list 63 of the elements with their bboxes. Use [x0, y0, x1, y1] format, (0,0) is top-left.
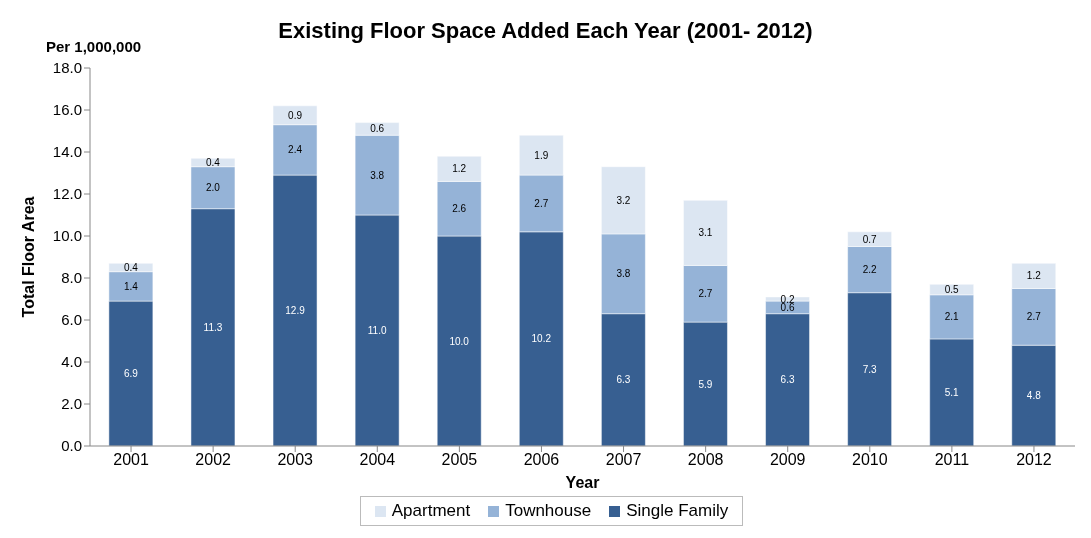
data-label: 0.7 — [862, 233, 878, 245]
x-tick-label: 2001 — [113, 451, 149, 469]
data-label: 6.3 — [616, 374, 631, 386]
x-tick-label: 2010 — [851, 451, 888, 469]
data-label: 2.1 — [944, 311, 960, 323]
legend-label: Apartment — [390, 501, 471, 521]
y-tick-label: 8.0 — [61, 269, 82, 287]
data-label: 1.2 — [1026, 270, 1042, 282]
data-label: 2.0 — [206, 182, 221, 194]
data-label: 2.4 — [288, 144, 303, 156]
data-label: 10.2 — [531, 333, 552, 345]
data-label: 2.7 — [1026, 311, 1042, 323]
x-tick-label: 2008 — [687, 451, 724, 469]
x-tick-label: 2007 — [605, 451, 642, 469]
data-label: 0.9 — [288, 109, 303, 121]
y-tick-label: 2.0 — [61, 395, 82, 413]
data-label: 2.7 — [698, 288, 713, 300]
x-tick-label: 2005 — [441, 451, 478, 469]
data-label: 3.8 — [616, 268, 631, 280]
x-tick-label: 2003 — [277, 451, 314, 469]
x-tick-label: 2009 — [769, 451, 806, 469]
y-tick-label: 14.0 — [52, 143, 82, 161]
data-label: 11.3 — [203, 321, 223, 333]
x-axis-title: Year — [565, 474, 600, 491]
data-label: 0.4 — [206, 157, 221, 169]
data-label: 12.9 — [285, 305, 306, 317]
data-label: 6.9 — [123, 368, 139, 380]
data-label: 11.0 — [367, 325, 387, 337]
x-tick-label: 2002 — [195, 451, 232, 469]
data-label: 2.2 — [862, 264, 878, 276]
data-label: 2.7 — [534, 198, 549, 209]
data-label: 10.0 — [449, 335, 470, 347]
legend-label: Single Family — [625, 501, 729, 521]
data-label: 0.5 — [944, 284, 960, 296]
x-tick-label: 2011 — [934, 451, 970, 469]
data-label: 0.4 — [123, 262, 139, 274]
x-tick-label: 2012 — [1016, 451, 1052, 469]
data-label: 1.4 — [123, 280, 139, 292]
y-axis-title: Total Floor Area — [19, 196, 37, 318]
y-tick-label: 12.0 — [52, 185, 82, 203]
x-tick-label: 2004 — [359, 451, 396, 469]
y-tick-label: 10.0 — [52, 227, 82, 245]
y-tick-label: 18.0 — [52, 59, 82, 77]
data-label: 2.6 — [452, 203, 467, 215]
chart-title: Existing Floor Space Added Each Year (2001- 2012) — [278, 18, 813, 43]
data-label: 4.8 — [1026, 390, 1042, 402]
data-label: 3.2 — [616, 194, 631, 206]
data-label: 0.6 — [370, 123, 385, 135]
data-label: 5.1 — [944, 387, 960, 398]
data-label: 3.8 — [370, 169, 385, 181]
legend-label: Townhouse — [504, 501, 592, 521]
x-tick-label: 2006 — [523, 451, 560, 469]
data-label: 3.1 — [698, 227, 713, 239]
y-tick-label: 6.0 — [61, 311, 82, 329]
data-label: 6.3 — [780, 374, 795, 386]
y-tick-label: 4.0 — [61, 353, 82, 371]
text: Per 1,000,000 — [46, 38, 142, 55]
data-label: 5.9 — [698, 378, 713, 390]
data-label: 1.9 — [534, 149, 549, 161]
data-label: 1.2 — [452, 163, 467, 175]
data-label: 7.3 — [862, 363, 878, 375]
y-tick-label: 0.0 — [61, 437, 82, 455]
y-tick-label: 16.0 — [52, 101, 82, 119]
